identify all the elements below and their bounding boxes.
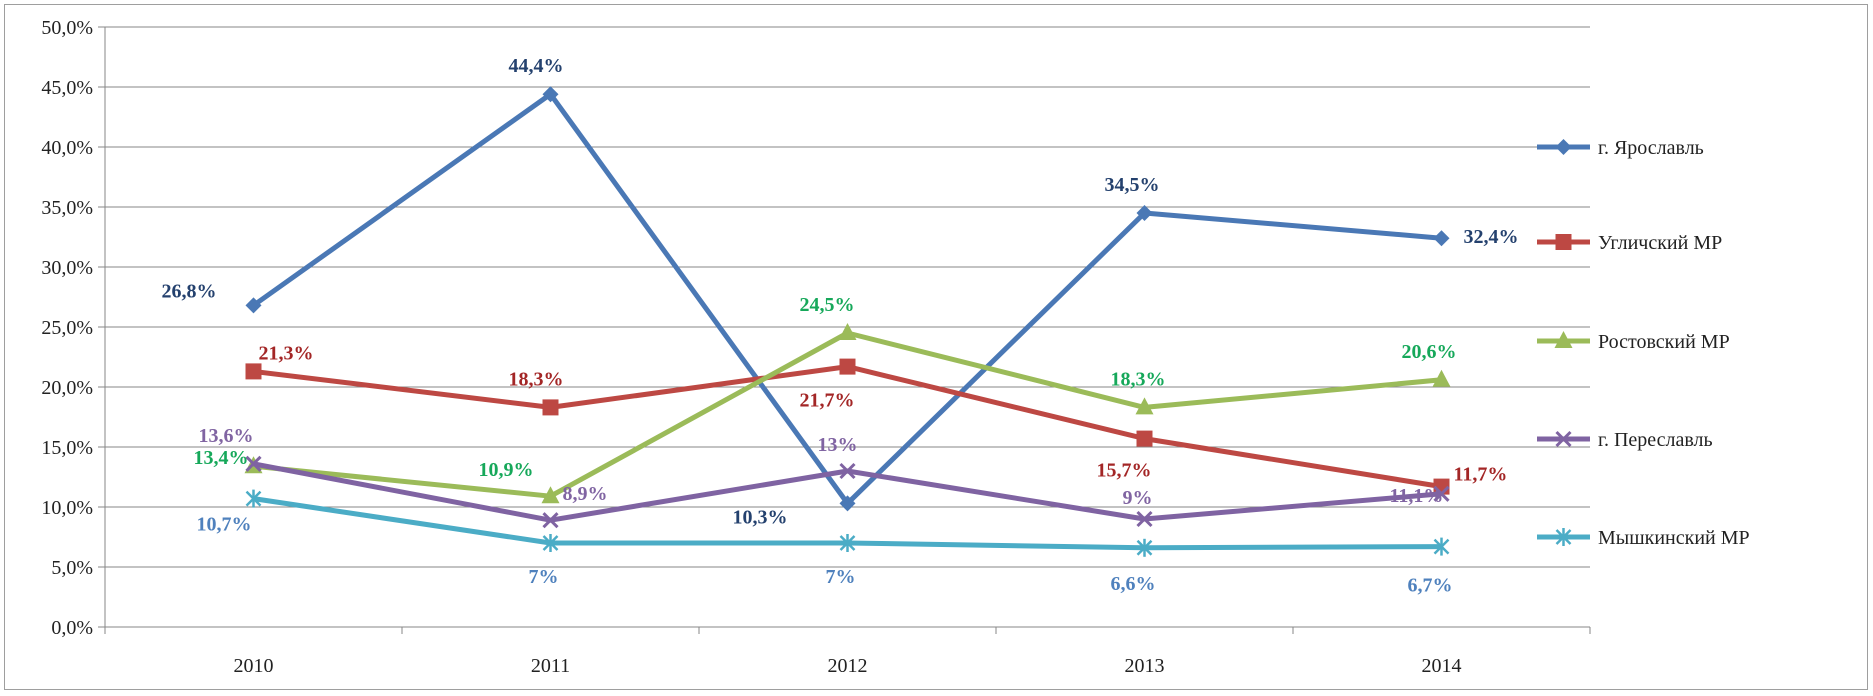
data-label: 11,7% [1454, 464, 1508, 486]
data-label: 32,4% [1464, 226, 1519, 248]
legend-item: Мышкинский МР [1537, 527, 1750, 549]
data-label: 18,3% [1111, 368, 1166, 390]
data-point-marker [839, 462, 856, 480]
data-label: 44,4% [509, 55, 564, 77]
data-point-marker [542, 399, 559, 416]
marker-stroke [839, 462, 856, 480]
data-label: 13% [818, 434, 858, 456]
x-tick-label: 2011 [531, 655, 570, 677]
legend-item: г. Переславль [1537, 429, 1713, 451]
marker-stroke [542, 512, 559, 529]
x-tick-label: 2013 [1125, 655, 1165, 677]
data-point-marker [1433, 230, 1450, 247]
data-point-marker [839, 534, 856, 552]
data-label: 8,9% [563, 483, 608, 505]
y-tick-label: 40,0% [41, 137, 93, 159]
data-label: 7% [529, 566, 559, 588]
y-tick-label: 35,0% [41, 197, 93, 219]
y-tick-label: 30,0% [41, 257, 93, 279]
data-label: 26,8% [162, 280, 217, 302]
data-label: 21,7% [800, 390, 855, 412]
data-point-marker [541, 486, 560, 504]
legend-item: Угличский МР [1537, 232, 1722, 254]
data-point-marker [1136, 430, 1153, 447]
data-label: 10,7% [197, 514, 252, 536]
data-label: 6,6% [1111, 573, 1156, 595]
data-point-marker [839, 358, 856, 375]
x-tick-label: 2012 [828, 655, 868, 677]
marker-stroke [1433, 485, 1450, 502]
data-point-marker [1433, 537, 1450, 556]
data-point-marker [542, 512, 559, 529]
y-tick-label: 50,0% [41, 17, 93, 39]
data-point-marker [1433, 485, 1450, 502]
data-point-marker [245, 297, 262, 314]
data-label: 10,9% [479, 459, 534, 481]
legend-swatch-marker [1555, 234, 1572, 250]
line-chart: 0,0% 5,0% 10,0% 15,0% 20,0% 25,0% 30,0% 35,0% 40… [41, 17, 1750, 677]
data-label: 34,5% [1105, 174, 1160, 196]
chart-frame: 0,0% 5,0% 10,0% 15,0% 20,0% 25,0% 30,0% 35,0% 40… [4, 4, 1868, 690]
data-point-marker [542, 86, 559, 103]
y-tick-label: 25,0% [41, 317, 93, 339]
data-label: 18,3% [509, 368, 564, 390]
data-point-marker [245, 455, 262, 472]
legend-item: Ростовский МР [1537, 331, 1730, 353]
y-tick-label: 15,0% [41, 437, 93, 459]
legend-label: Ростовский МР [1598, 331, 1730, 353]
data-point-marker [838, 323, 857, 340]
y-tick-label: 20,0% [41, 377, 93, 399]
y-tick-label: 0,0% [51, 617, 93, 639]
data-point-marker [839, 495, 856, 512]
data-point-marker [542, 534, 559, 552]
data-point-marker [1136, 205, 1153, 221]
data-label: 9% [1123, 487, 1153, 509]
data-label: 11,1% [1390, 485, 1444, 507]
marker-stroke [245, 455, 262, 472]
data-label: 7% [826, 566, 856, 588]
data-point-marker [245, 489, 262, 508]
legend-swatch-marker [1555, 430, 1572, 448]
legend-swatch-marker [1554, 331, 1573, 348]
data-label: 21,3% [259, 342, 314, 364]
data-label: 6,7% [1408, 575, 1453, 597]
data-point-marker [1135, 397, 1154, 415]
legend-label: Угличский МР [1598, 232, 1722, 254]
data-label: 13,4% [194, 447, 249, 469]
data-label: 10,3% [733, 506, 788, 528]
marker-stroke [1136, 510, 1153, 528]
legend-swatch-marker [1555, 528, 1572, 546]
legend-item: г. Ярославль [1537, 137, 1704, 159]
x-tick-label: 2014 [1422, 655, 1462, 677]
data-point-marker [1136, 510, 1153, 528]
data-label: 20,6% [1402, 341, 1457, 363]
data-label: 24,5% [800, 294, 855, 316]
data-point-marker [1432, 369, 1451, 387]
y-tick-label: 45,0% [41, 77, 93, 99]
y-tick-label: 5,0% [51, 557, 93, 579]
data-point-marker [1136, 538, 1153, 557]
legend-swatch-marker [1555, 139, 1572, 155]
y-tick-label: 10,0% [41, 497, 93, 519]
marker-stroke [1555, 430, 1572, 448]
legend-label: Мышкинский МР [1598, 527, 1750, 549]
x-tick-label: 2010 [234, 655, 274, 677]
legend-label: г. Переславль [1598, 429, 1713, 451]
legend-label: г. Ярославль [1598, 137, 1704, 159]
data-label: 13,6% [199, 425, 254, 447]
data-label: 15,7% [1097, 460, 1152, 482]
data-point-marker [245, 363, 262, 380]
